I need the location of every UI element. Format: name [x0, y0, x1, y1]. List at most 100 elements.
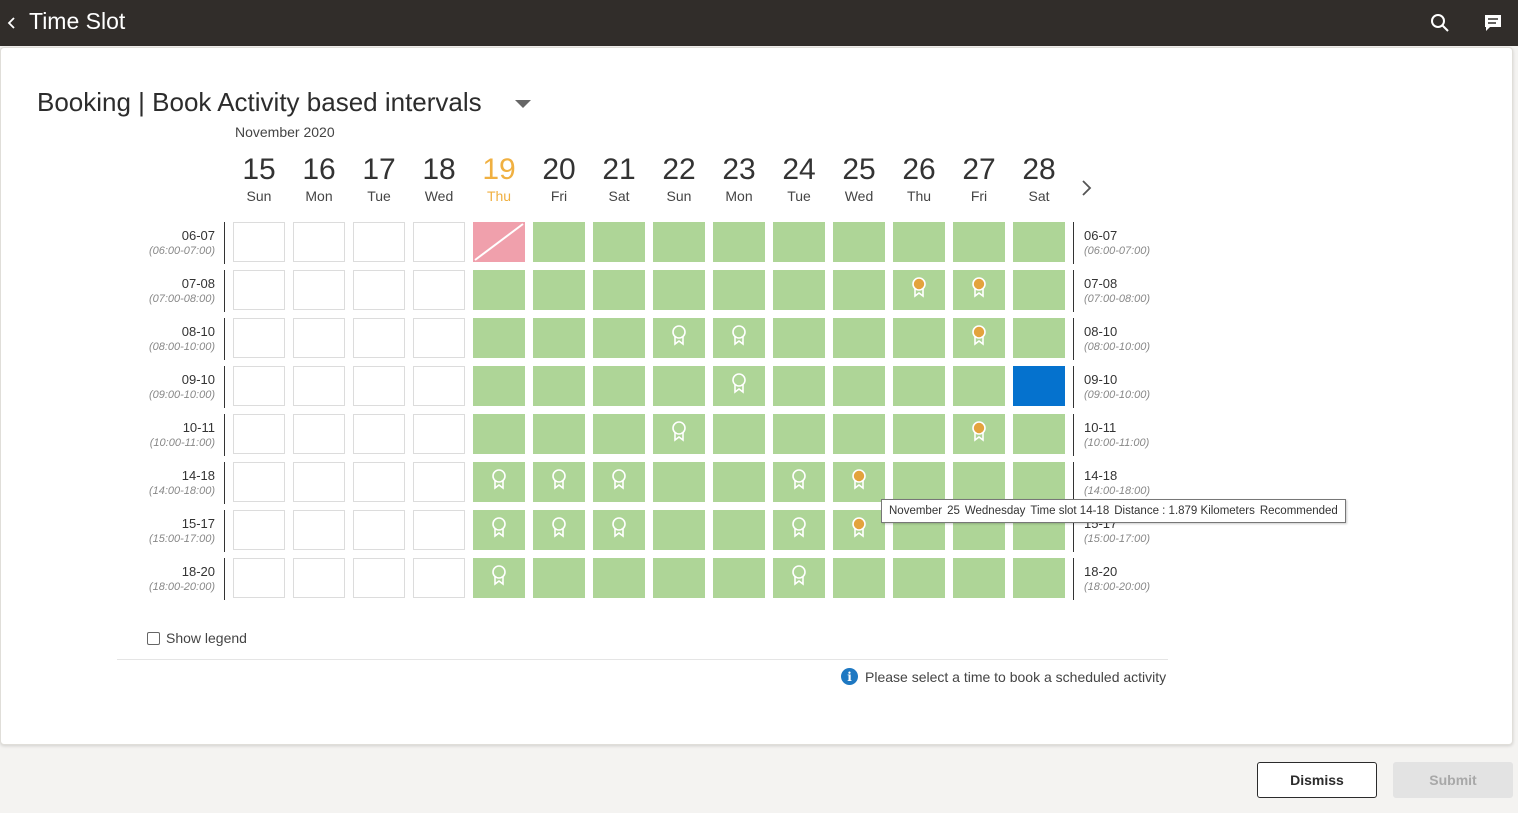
slot-cell-available[interactable] [893, 462, 945, 502]
slot-short: 09-10 [1084, 372, 1118, 387]
next-week-button[interactable] [1076, 176, 1096, 200]
slot-cell-available[interactable] [773, 270, 825, 310]
slot-cell-recommended[interactable] [953, 414, 1005, 454]
back-button[interactable] [0, 0, 24, 46]
slot-short: 06-07 [1084, 228, 1118, 243]
slot-cell-recommended[interactable] [773, 558, 825, 598]
slot-cell-recommended[interactable] [653, 318, 705, 358]
day-header: 17 Tue [353, 152, 405, 204]
slot-long: (10:00-11:00) [149, 437, 215, 449]
day-header: 24 Tue [773, 152, 825, 204]
slot-cell-recommended[interactable] [473, 558, 525, 598]
dismiss-button[interactable]: Dismiss [1257, 762, 1377, 798]
slot-cell-recommended[interactable] [893, 270, 945, 310]
slot-cell-available[interactable] [713, 510, 765, 550]
slot-cell-available[interactable] [593, 558, 645, 598]
slot-cell-available[interactable] [833, 558, 885, 598]
slot-cell-recommended[interactable] [473, 462, 525, 502]
slot-cell-available[interactable] [893, 222, 945, 262]
slot-cell-available[interactable] [713, 414, 765, 454]
slot-cell-available[interactable] [533, 222, 585, 262]
slot-cell-available[interactable] [1013, 318, 1065, 358]
slot-cell-available[interactable] [953, 462, 1005, 502]
slot-cell-selected[interactable] [1013, 366, 1065, 406]
slot-cell-recommended[interactable] [773, 510, 825, 550]
chat-button[interactable] [1478, 8, 1508, 38]
slot-cell-available[interactable] [473, 270, 525, 310]
slot-cell-recommended[interactable] [773, 462, 825, 502]
search-button[interactable] [1425, 8, 1455, 38]
slot-cell-available[interactable] [1013, 414, 1065, 454]
slot-cell-available[interactable] [773, 366, 825, 406]
slot-cell-available[interactable] [533, 366, 585, 406]
slot-cell-available[interactable] [893, 558, 945, 598]
slot-cell-recommended[interactable] [833, 510, 885, 550]
slot-cell-available[interactable] [653, 270, 705, 310]
slot-cell-available[interactable] [473, 366, 525, 406]
slot-cell-available[interactable] [593, 366, 645, 406]
show-legend-toggle[interactable]: Show legend [147, 630, 247, 646]
slot-cell-available[interactable] [713, 222, 765, 262]
slot-cell-available[interactable] [1013, 270, 1065, 310]
recommended-medal-icon [552, 469, 566, 490]
slot-cell-recommended[interactable] [953, 318, 1005, 358]
slot-cell-available[interactable] [713, 270, 765, 310]
slot-cell-recommended[interactable] [593, 510, 645, 550]
slot-cell-available[interactable] [953, 558, 1005, 598]
slot-cell-available[interactable] [713, 558, 765, 598]
slot-cell-available[interactable] [833, 318, 885, 358]
slot-cell-available[interactable] [773, 222, 825, 262]
slot-cell-recommended[interactable] [593, 462, 645, 502]
slot-cell-available[interactable] [953, 222, 1005, 262]
slot-cell-available[interactable] [593, 222, 645, 262]
slot-label-left: 06-07 (06:00-07:00) [135, 228, 215, 258]
slot-cell-available[interactable] [893, 318, 945, 358]
slot-cell-available[interactable] [473, 414, 525, 454]
slot-cell-recommended[interactable] [953, 270, 1005, 310]
slot-cell-available[interactable] [713, 462, 765, 502]
slot-cell-recommended[interactable] [833, 462, 885, 502]
slot-cell-available[interactable] [533, 318, 585, 358]
top-bar: Time Slot [0, 0, 1518, 46]
day-name: Sun [666, 188, 692, 204]
slot-cell-recommended[interactable] [713, 318, 765, 358]
slot-cell-available[interactable] [653, 366, 705, 406]
recommended-medal-icon [852, 517, 866, 538]
slot-cell-available[interactable] [533, 558, 585, 598]
info-icon: i [841, 668, 858, 685]
slot-cell-recommended[interactable] [533, 510, 585, 550]
slot-cell-recommended[interactable] [713, 366, 765, 406]
slot-cell-recommended[interactable] [653, 414, 705, 454]
slot-cell-available[interactable] [653, 462, 705, 502]
title-dropdown-icon[interactable] [515, 100, 531, 108]
slot-cell-available[interactable] [473, 318, 525, 358]
slot-cell-available[interactable] [1013, 558, 1065, 598]
slot-cell-available[interactable] [833, 222, 885, 262]
submit-button[interactable]: Submit [1393, 762, 1513, 798]
slot-cell-available[interactable] [1013, 462, 1065, 502]
slot-cell-available[interactable] [533, 270, 585, 310]
day-name: Fri [550, 188, 568, 204]
slot-cell-available[interactable] [653, 558, 705, 598]
slot-cell-available[interactable] [1013, 222, 1065, 262]
slot-cell-unavailable [293, 270, 345, 310]
slot-short: 07-08 [181, 276, 215, 291]
slot-cell-available[interactable] [653, 510, 705, 550]
slot-cell-available[interactable] [833, 366, 885, 406]
slot-cell-recommended[interactable] [473, 510, 525, 550]
slot-cell-available[interactable] [773, 318, 825, 358]
slot-cell-available[interactable] [953, 366, 1005, 406]
slot-cell-available[interactable] [893, 414, 945, 454]
slot-cell-available[interactable] [773, 414, 825, 454]
slot-cell-available[interactable] [593, 414, 645, 454]
day-name: Sun [246, 188, 272, 204]
slot-cell-available[interactable] [593, 318, 645, 358]
slot-cell-available[interactable] [833, 414, 885, 454]
slot-cell-recommended[interactable] [533, 462, 585, 502]
slot-cell-available[interactable] [533, 414, 585, 454]
slot-cell-available[interactable] [833, 270, 885, 310]
slot-cell-available[interactable] [653, 222, 705, 262]
slot-cell-available[interactable] [893, 366, 945, 406]
slot-cell-available[interactable] [593, 270, 645, 310]
show-legend-checkbox[interactable] [147, 631, 160, 645]
